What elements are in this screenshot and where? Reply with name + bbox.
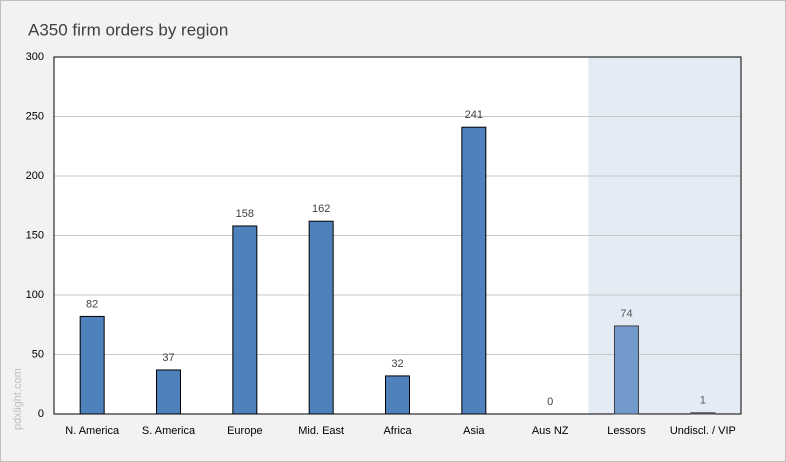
bar <box>461 126 487 415</box>
y-tick-label: 150 <box>26 229 44 241</box>
value-label: 241 <box>465 109 483 121</box>
x-tick-label: Aus NZ <box>532 425 569 437</box>
bar <box>79 315 105 415</box>
value-label: 74 <box>620 308 632 320</box>
y-tick-label: 0 <box>38 408 44 420</box>
watermark: pdxlight.com <box>12 368 24 430</box>
x-tick-label: S. America <box>142 425 196 437</box>
x-tick-label: Mid. East <box>298 425 344 437</box>
y-tick-label: 50 <box>32 348 44 360</box>
x-tick-label: Africa <box>383 425 412 437</box>
x-tick-label: Asia <box>463 425 485 437</box>
y-tick-label: 300 <box>26 51 44 63</box>
y-tick-label: 200 <box>26 170 44 182</box>
y-tick-label: 250 <box>26 110 44 122</box>
x-tick-label: Lessors <box>607 425 646 437</box>
x-tick-label: N. America <box>65 425 120 437</box>
value-label: 82 <box>86 298 98 310</box>
x-tick-label: Europe <box>227 425 262 437</box>
value-label: 32 <box>391 358 403 370</box>
bar <box>385 375 410 415</box>
value-label: 37 <box>162 352 174 364</box>
value-label: 1 <box>700 395 706 407</box>
x-tick-label: Undiscl. / VIP <box>670 425 736 437</box>
bar <box>308 220 334 415</box>
bar <box>690 412 716 415</box>
y-tick-label: 100 <box>26 289 44 301</box>
value-label: 158 <box>236 208 254 220</box>
bar <box>614 325 639 415</box>
bar <box>156 369 181 415</box>
bar <box>232 225 258 415</box>
value-label: 0 <box>547 396 553 408</box>
value-label: 162 <box>312 203 330 215</box>
chart-title: A350 firm orders by region <box>28 20 228 39</box>
